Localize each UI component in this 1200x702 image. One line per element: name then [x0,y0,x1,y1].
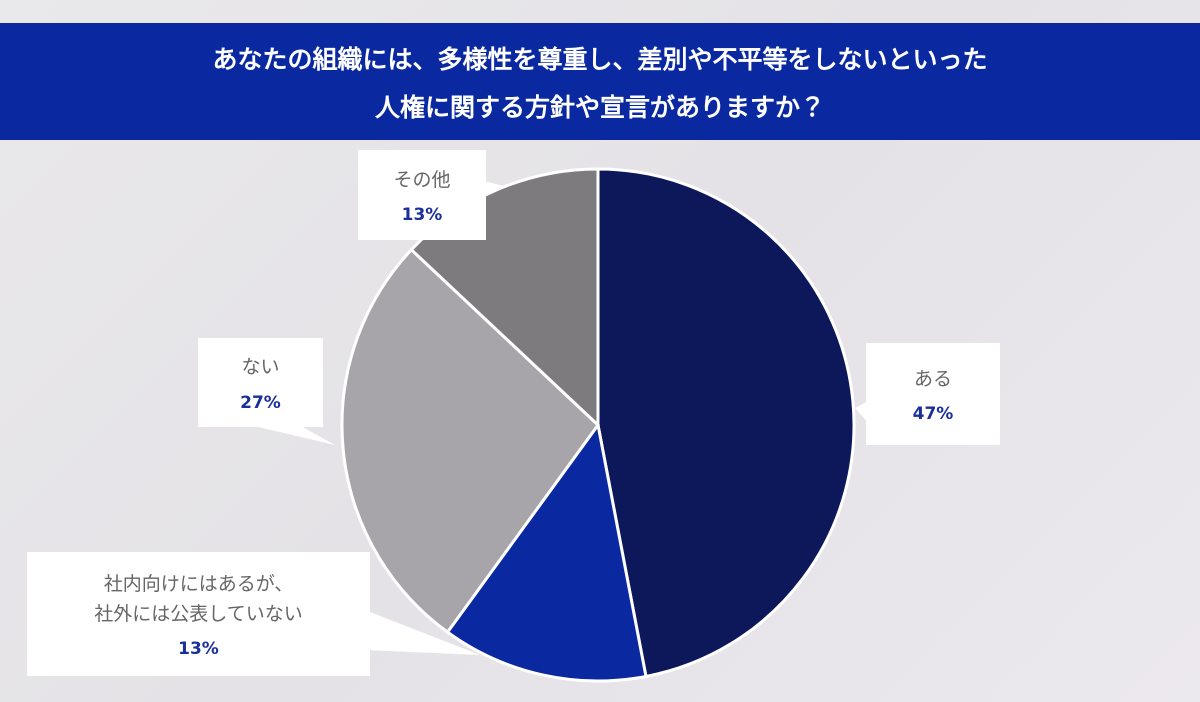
callout: ない 27% [198,338,323,427]
value-label: 47% [912,404,954,425]
callout-tail [365,610,480,655]
pie [340,167,856,683]
callout: 社内向けにはあるが、 社外には公表していない 13% [27,552,370,676]
callout: その他 13% [358,150,486,240]
slice-label: 社内向けにはあるが、 社外には公表していない [94,572,303,625]
chart-title: 人権に関する方針や宣言がありますか？ [374,92,825,122]
slice-label: ある [913,367,952,390]
value-label: 13% [401,205,443,226]
header: あなたの組織には、多様性を尊重し、差別や不平等をしないといった 人権に関する方針… [0,23,1200,140]
slice-label: ない [241,356,280,379]
callout: ある 47% [866,343,1000,445]
slice-label: その他 [393,168,451,191]
pie-slice [596,167,856,679]
value-label: 13% [178,639,219,660]
pie-slice [340,247,600,635]
pie-slice [445,421,648,683]
value-label: 27% [240,392,281,413]
chart-title: あなたの組織には、多様性を尊重し、差別や不平等をしないといった [212,44,988,74]
